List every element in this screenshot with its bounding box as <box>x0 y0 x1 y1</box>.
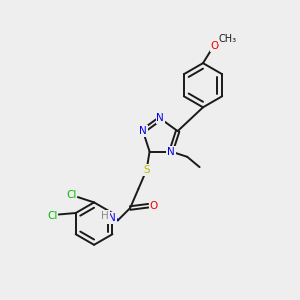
Text: O: O <box>211 41 219 51</box>
Text: Cl: Cl <box>66 190 76 200</box>
Text: H: H <box>101 211 109 221</box>
Text: O: O <box>150 201 158 211</box>
Text: CH₃: CH₃ <box>218 34 236 44</box>
Text: S: S <box>143 165 150 175</box>
Text: Cl: Cl <box>47 211 57 221</box>
Text: N: N <box>108 213 116 223</box>
Text: N: N <box>156 113 164 124</box>
Text: N: N <box>139 126 147 136</box>
Text: N: N <box>167 146 175 157</box>
